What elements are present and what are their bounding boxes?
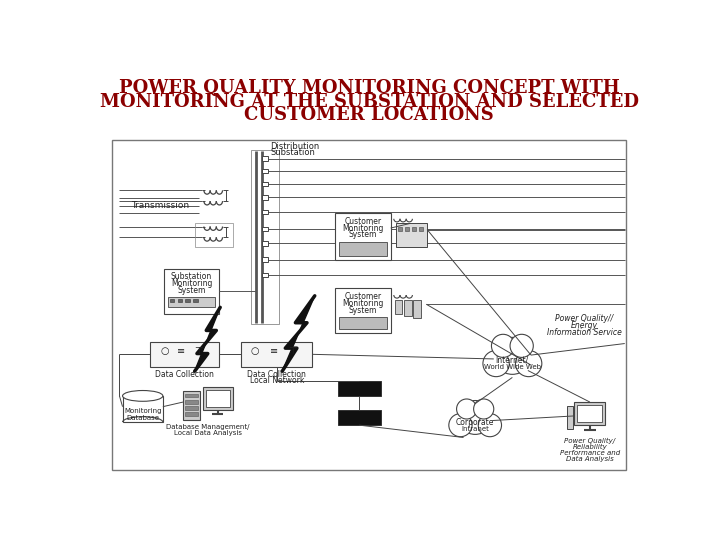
- Circle shape: [492, 334, 515, 357]
- Text: Performance and: Performance and: [559, 450, 620, 456]
- Circle shape: [494, 338, 531, 374]
- Bar: [193, 299, 198, 302]
- Bar: [122, 396, 163, 422]
- Bar: [185, 299, 190, 302]
- Text: System: System: [348, 231, 377, 239]
- Text: CUSTOMER LOCATIONS: CUSTOMER LOCATIONS: [244, 106, 494, 124]
- Text: Data Collection: Data Collection: [155, 370, 214, 379]
- Bar: [178, 299, 182, 302]
- Bar: [185, 406, 198, 410]
- Text: Customer: Customer: [344, 217, 382, 226]
- Text: Transmission: Transmission: [131, 201, 189, 210]
- Bar: [395, 300, 402, 314]
- Text: ≡: ≡: [177, 346, 186, 356]
- Polygon shape: [194, 307, 220, 372]
- Text: Reliability: Reliability: [572, 444, 607, 450]
- Bar: [206, 390, 230, 407]
- Text: ○: ○: [251, 346, 259, 356]
- Bar: [185, 400, 198, 403]
- Bar: [195, 222, 233, 247]
- Text: Local Data Analysis: Local Data Analysis: [174, 430, 242, 436]
- Bar: [112, 140, 626, 470]
- Bar: [163, 269, 220, 314]
- Circle shape: [478, 414, 502, 437]
- Text: ⊤: ⊤: [288, 346, 297, 356]
- Bar: [185, 394, 198, 397]
- Text: Customer: Customer: [344, 292, 382, 301]
- Bar: [396, 224, 427, 247]
- Text: Monitoring: Monitoring: [342, 224, 384, 233]
- Text: Power Quality/: Power Quality/: [564, 437, 616, 444]
- Bar: [170, 299, 174, 302]
- Text: Power Quality//: Power Quality//: [555, 314, 613, 323]
- Bar: [262, 168, 269, 173]
- Bar: [241, 342, 312, 367]
- Ellipse shape: [122, 390, 163, 401]
- Bar: [262, 195, 269, 200]
- Bar: [338, 381, 381, 396]
- Bar: [262, 157, 269, 161]
- Text: Database Management/: Database Management/: [166, 424, 250, 430]
- Text: Monitoring: Monitoring: [124, 408, 161, 414]
- Text: Internet/: Internet/: [496, 356, 529, 365]
- Bar: [412, 226, 416, 231]
- Circle shape: [510, 334, 534, 357]
- Bar: [413, 300, 421, 318]
- Polygon shape: [282, 296, 315, 372]
- Bar: [339, 242, 387, 256]
- Circle shape: [516, 350, 542, 377]
- Bar: [262, 257, 269, 262]
- Text: Local Network: Local Network: [250, 376, 304, 385]
- Bar: [168, 296, 215, 307]
- Circle shape: [474, 399, 494, 419]
- Text: ⊤: ⊤: [194, 346, 203, 356]
- Bar: [567, 406, 573, 429]
- Bar: [418, 226, 423, 231]
- Text: MONITORING AT THE SUBSTATION AND SELECTED: MONITORING AT THE SUBSTATION AND SELECTE…: [99, 92, 639, 111]
- Text: Data Analysis: Data Analysis: [566, 456, 613, 462]
- Bar: [577, 405, 602, 422]
- Bar: [262, 273, 269, 278]
- Bar: [575, 402, 606, 425]
- Bar: [262, 182, 269, 186]
- Bar: [262, 226, 269, 231]
- Text: Distribution: Distribution: [271, 142, 320, 151]
- Circle shape: [483, 350, 509, 377]
- Text: System: System: [348, 306, 377, 315]
- Text: POWER QUALITY MONITORING CONCEPT WITH: POWER QUALITY MONITORING CONCEPT WITH: [119, 79, 619, 97]
- Bar: [335, 288, 391, 333]
- Text: World Wide Web: World Wide Web: [484, 364, 541, 370]
- Bar: [251, 150, 279, 325]
- Text: Substation: Substation: [171, 272, 212, 281]
- Bar: [338, 410, 381, 425]
- Bar: [339, 318, 387, 329]
- Text: Monitoring: Monitoring: [171, 279, 212, 288]
- Bar: [203, 387, 233, 410]
- Bar: [404, 300, 412, 316]
- Text: Data Collection: Data Collection: [248, 370, 306, 379]
- Bar: [262, 210, 269, 214]
- Text: Substation: Substation: [271, 148, 315, 157]
- Bar: [150, 342, 219, 367]
- Text: Information Service: Information Service: [547, 328, 622, 338]
- Bar: [335, 213, 391, 260]
- Text: Corporate: Corporate: [456, 417, 495, 427]
- Text: Intranet: Intranet: [462, 426, 489, 432]
- Bar: [405, 226, 409, 231]
- Circle shape: [458, 401, 492, 434]
- Bar: [397, 226, 402, 231]
- Circle shape: [449, 414, 472, 437]
- Bar: [185, 412, 198, 416]
- Text: Energy: Energy: [571, 321, 598, 330]
- Text: System: System: [177, 286, 206, 295]
- Text: Monitoring: Monitoring: [342, 299, 384, 308]
- Text: ○: ○: [160, 346, 168, 356]
- Text: ≡: ≡: [269, 346, 278, 356]
- Text: Database: Database: [126, 415, 159, 421]
- Bar: [262, 241, 269, 246]
- Bar: [183, 390, 200, 420]
- Circle shape: [456, 399, 477, 419]
